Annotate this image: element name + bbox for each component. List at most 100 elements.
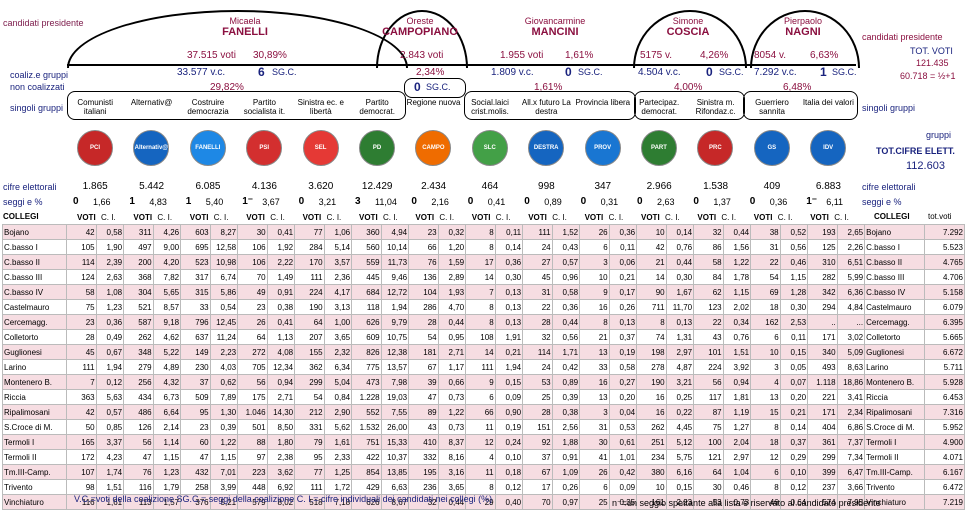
ci-cell: 5,12 xyxy=(665,434,695,450)
coscia-voti: 5175 v. xyxy=(640,50,673,61)
fanelli-coalition-box xyxy=(67,91,406,120)
ci-cell: 4,20 xyxy=(152,254,182,270)
voti-cell: 171 xyxy=(807,329,838,345)
voti-cell: 118 xyxy=(351,299,382,315)
ci-cell: 2,90 xyxy=(323,404,353,420)
voti-cell: 28 xyxy=(408,314,439,330)
voti-cell: 637 xyxy=(180,329,211,345)
ci-cell: 10,14 xyxy=(380,239,410,255)
party-name: Social.laici crist.molis. xyxy=(471,98,509,116)
voti-cell: 236 xyxy=(408,479,439,495)
voti-cell: 162 xyxy=(750,314,781,330)
ci-cell: 2,23 xyxy=(665,494,695,510)
collegio-name-right: C.basso IV xyxy=(864,284,926,300)
party-cifra: 6.883 xyxy=(815,181,841,192)
candidate-first-name: Simone xyxy=(672,16,704,26)
table-row: Colletorto 28 0,49 262 4,62 637 11,24 64 1,13 207… xyxy=(1,329,965,345)
ci-cell: 1,15 xyxy=(209,449,239,465)
ci-header: C. I. xyxy=(213,213,229,222)
ci-cell: 1,94 xyxy=(95,359,125,375)
candidate-last-name: CAMPOPIANO xyxy=(382,26,458,38)
voti-cell: 6 xyxy=(579,479,610,495)
voti-cell: 37 xyxy=(180,374,211,390)
voti-cell: 76 xyxy=(408,254,439,270)
party-cifra: 3.620 xyxy=(308,181,334,192)
tot-voti-col-label: tot.voti xyxy=(928,212,952,221)
voti-cell: 826 xyxy=(351,344,382,360)
voti-cell: 74 xyxy=(636,329,667,345)
voti-cell: 16 xyxy=(579,299,610,315)
party-pct: 3,21 xyxy=(318,197,337,207)
voti-cell: 262 xyxy=(123,329,154,345)
voti-cell: 362 xyxy=(294,359,325,375)
ci-cell: 1,31 xyxy=(665,329,695,345)
tot-voti-cell: 6.079 xyxy=(924,299,965,315)
ci-cell: 2,32 xyxy=(323,344,353,360)
voti-cell: 230 xyxy=(180,359,211,375)
footer-legend: V.C.=voti della coalizione SG.C.= seggi … xyxy=(74,494,493,504)
voti-cell: 1.228 xyxy=(351,389,382,405)
table-row: Ripalimosani 42 0,57 486 6,64 95 1,30 1.046 14,3… xyxy=(1,404,965,420)
party-pct: 0,36 xyxy=(769,197,788,207)
voti-cell: 448 xyxy=(237,479,268,495)
collegio-name-right: C.basso III xyxy=(864,269,926,285)
voti-cell: 116 xyxy=(66,494,97,510)
voti-cell: 151 xyxy=(522,419,553,435)
tot-cifre-value: 112.603 xyxy=(906,160,945,172)
candidate-last-name: COSCIA xyxy=(666,26,710,38)
collegio-name: Ripalimosani xyxy=(1,404,68,420)
voti-cell: 6 xyxy=(750,464,781,480)
ci-cell: 4,84 xyxy=(836,299,866,315)
ci-header: C. I. xyxy=(665,213,680,222)
collegio-name: S.Croce di M. xyxy=(1,419,68,435)
ci-cell: 0,26 xyxy=(551,479,581,495)
ci-cell: 1,15 xyxy=(779,269,809,285)
voti-cell: 56 xyxy=(123,434,154,450)
voti-cell: 9 xyxy=(579,284,610,300)
ci-cell: 12,72 xyxy=(380,284,410,300)
ci-header: C. I. xyxy=(101,213,116,222)
voti-cell: 294 xyxy=(807,299,838,315)
ci-cell: 0,76 xyxy=(722,329,752,345)
ci-cell: 0,13 xyxy=(494,299,524,315)
party-seggi: 1 xyxy=(129,196,135,207)
ci-cell: 1,08 xyxy=(95,284,125,300)
ci-cell: 1,49 xyxy=(266,269,296,285)
ci-cell: 1,14 xyxy=(152,434,182,450)
voti-cell: 8 xyxy=(465,314,496,330)
voti-cell: 86 xyxy=(693,239,724,255)
voti-cell: 224 xyxy=(294,284,325,300)
ci-cell: 11,24 xyxy=(209,329,239,345)
ci-cell: 2,38 xyxy=(266,449,296,465)
coaliz-label: coaliz.e gruppi xyxy=(10,70,69,80)
ci-cell: 0,53 xyxy=(608,419,638,435)
collegi-table: Bojano 42 0,58 311 4,26 603 8,27 30 0,41 77 1,06 36… xyxy=(1,224,965,510)
voti-cell: 8 xyxy=(750,479,781,495)
gruppi-label-right: gruppi xyxy=(926,130,952,140)
ci-header: C. I. xyxy=(383,213,398,222)
voti-cell: 54 xyxy=(750,269,781,285)
candidate-first-name: Pierpaolo xyxy=(783,16,823,26)
voti-cell: 363 xyxy=(66,389,97,405)
ci-cell: 0,44 xyxy=(665,254,695,270)
ci-cell: 5,65 xyxy=(152,284,182,300)
candidati-label-right: candidati presidente xyxy=(862,32,943,42)
ci-cell: 6,63 xyxy=(380,479,410,495)
voti-cell: 348 xyxy=(123,344,154,360)
voti-cell: 64 xyxy=(237,329,268,345)
party-seggi: 0 xyxy=(637,196,643,207)
voti-cell: 9 xyxy=(465,374,496,390)
ci-cell: 0,58 xyxy=(551,284,581,300)
ci-header: C. I. xyxy=(326,213,342,222)
party-cifra: 6.085 xyxy=(195,181,221,192)
ci-cell: 1,06 xyxy=(323,224,353,240)
ci-cell: 26,00 xyxy=(380,419,410,435)
voti-cell: 41 xyxy=(579,449,610,465)
voti-cell: 445 xyxy=(351,269,382,285)
voti-cell: 207 xyxy=(294,329,325,345)
voti-cell: 14 xyxy=(636,269,667,285)
voti-cell: 23 xyxy=(237,299,268,315)
voti-cell: 775 xyxy=(351,359,382,375)
ci-cell: 0,39 xyxy=(551,389,581,405)
party-logo-icon: PROV xyxy=(584,130,621,166)
